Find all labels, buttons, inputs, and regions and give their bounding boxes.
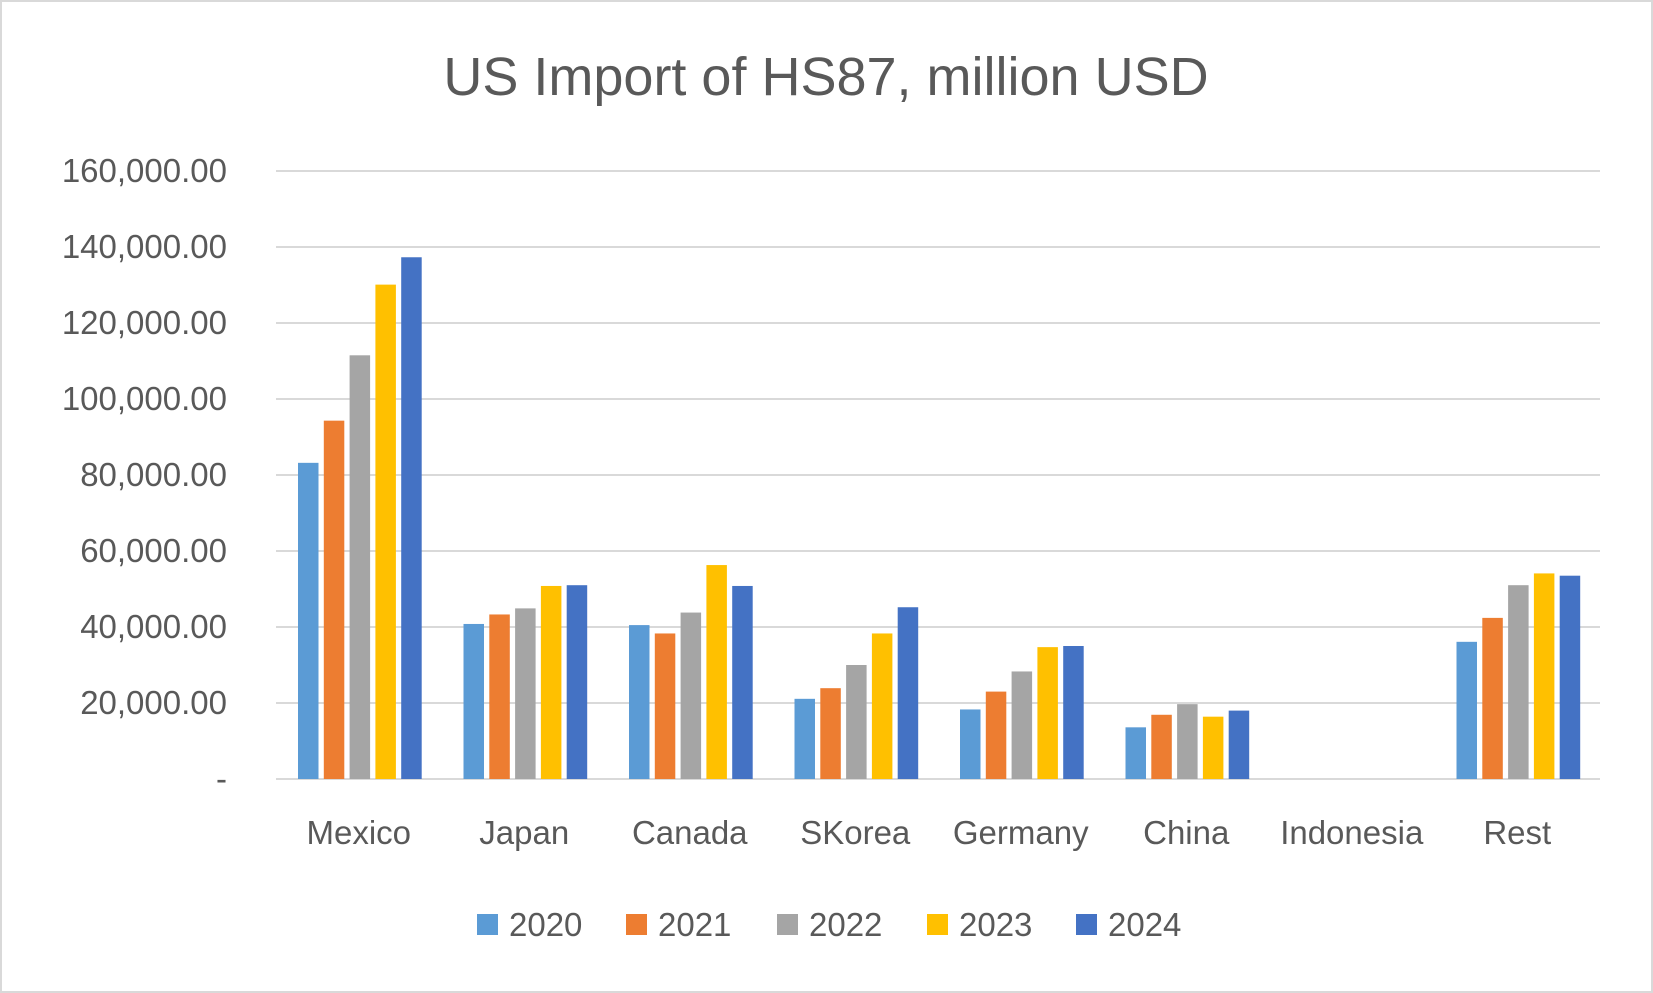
y-tick-label: 140,000.00 bbox=[62, 228, 227, 265]
bar-rest-2020 bbox=[1456, 641, 1477, 779]
bar-mexico-2024 bbox=[401, 257, 422, 779]
bar-skorea-2020 bbox=[794, 698, 815, 779]
bar-japan-2024 bbox=[566, 585, 588, 779]
bar-japan-2021 bbox=[489, 614, 510, 779]
bar-skorea-2023 bbox=[871, 633, 893, 779]
legend-label: 2022 bbox=[809, 906, 882, 943]
bar-mexico-2020 bbox=[298, 462, 319, 779]
x-tick-label: Japan bbox=[479, 814, 569, 851]
bar-rest-2022 bbox=[1508, 585, 1529, 779]
y-tick-label: 60,000.00 bbox=[80, 532, 227, 569]
bar-germany-2024 bbox=[1063, 646, 1084, 779]
bar-china-2024 bbox=[1228, 710, 1250, 779]
chart-title: US Import of HS87, million USD bbox=[443, 47, 1208, 107]
legend-label: 2021 bbox=[658, 906, 731, 943]
legend-label: 2023 bbox=[959, 906, 1032, 943]
legend-swatch-2020 bbox=[477, 914, 498, 935]
bar-germany-2022 bbox=[1011, 671, 1033, 779]
legend-swatch-2023 bbox=[927, 914, 948, 935]
y-tick-label: 20,000.00 bbox=[80, 684, 227, 721]
legend-swatch-2024 bbox=[1076, 914, 1097, 935]
bar-canada-2024 bbox=[732, 585, 753, 779]
x-tick-label: Germany bbox=[953, 814, 1089, 851]
bar-canada-2020 bbox=[629, 625, 650, 779]
legend: 2020 2021 2022 2023 2024 bbox=[477, 906, 1181, 943]
bar-china-2022 bbox=[1177, 704, 1198, 779]
y-tick-label: 160,000.00 bbox=[62, 152, 227, 189]
bar-japan-2020 bbox=[463, 623, 484, 779]
x-tick-label: Rest bbox=[1483, 814, 1551, 851]
bars bbox=[298, 257, 1581, 779]
y-tick-label: - bbox=[216, 760, 227, 797]
x-axis-ticks: Mexico Japan Canada SKorea Germany China Indon… bbox=[306, 814, 1551, 851]
bar-mexico-2021 bbox=[323, 420, 345, 779]
bar-rest-2023 bbox=[1533, 573, 1555, 779]
legend-label: 2024 bbox=[1108, 906, 1181, 943]
x-tick-label: Canada bbox=[632, 814, 748, 851]
bar-rest-2021 bbox=[1482, 617, 1503, 779]
y-tick-label: 100,000.00 bbox=[62, 380, 227, 417]
bar-skorea-2024 bbox=[897, 607, 919, 779]
y-tick-label: 80,000.00 bbox=[80, 456, 227, 493]
y-tick-label: 40,000.00 bbox=[80, 608, 227, 645]
bar-china-2023 bbox=[1202, 716, 1224, 779]
y-axis-ticks: - 20,000.00 40,000.00 60,000.00 80,000.00 100… bbox=[62, 152, 227, 797]
legend-swatch-2022 bbox=[777, 914, 798, 935]
bar-canada-2021 bbox=[654, 633, 676, 779]
bar-germany-2021 bbox=[985, 691, 1007, 779]
x-tick-label: Mexico bbox=[306, 814, 411, 851]
bar-skorea-2022 bbox=[846, 665, 867, 779]
y-tick-label: 120,000.00 bbox=[62, 304, 227, 341]
x-tick-label: SKorea bbox=[800, 814, 911, 851]
bar-china-2020 bbox=[1125, 727, 1146, 779]
bar-germany-2023 bbox=[1037, 647, 1058, 779]
x-tick-label: China bbox=[1143, 814, 1230, 851]
bar-rest-2024 bbox=[1559, 575, 1581, 779]
bar-germany-2020 bbox=[960, 709, 981, 779]
bar-mexico-2023 bbox=[375, 284, 396, 779]
bar-canada-2023 bbox=[706, 565, 727, 779]
bar-skorea-2021 bbox=[820, 688, 841, 779]
bar-china-2021 bbox=[1151, 714, 1172, 779]
bar-mexico-2022 bbox=[349, 355, 371, 779]
bar-canada-2022 bbox=[680, 612, 702, 779]
x-tick-label: Indonesia bbox=[1280, 814, 1424, 851]
legend-label: 2020 bbox=[509, 906, 582, 943]
bar-japan-2023 bbox=[540, 585, 562, 779]
legend-swatch-2021 bbox=[626, 914, 647, 935]
bar-japan-2022 bbox=[515, 608, 536, 779]
